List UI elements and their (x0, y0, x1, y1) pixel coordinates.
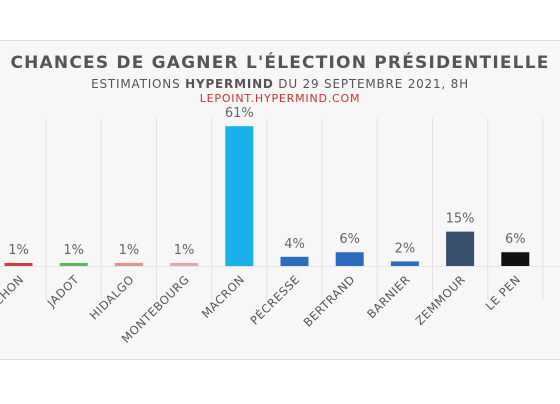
category-label-le-pen: LE PEN (483, 272, 524, 313)
category-label-macron: MACRON (199, 272, 248, 321)
bar-pecresse (280, 256, 309, 266)
category-label-barnier: BARNIER (364, 272, 413, 321)
category-label-hidalgo: HIDALGO (87, 272, 137, 322)
category-label-zemmour: ZEMMOUR (413, 272, 469, 328)
source-link[interactable]: LEPOINT.HYPERMIND.COM (199, 92, 361, 105)
value-label-zemmour: 15% (446, 212, 475, 227)
value-label-macron: 61% (225, 106, 254, 121)
bar-hidalgo (114, 263, 143, 266)
value-label-montebourg: 1% (174, 243, 195, 258)
chart-panel (0, 40, 560, 360)
bar-barnier (390, 261, 419, 266)
value-label-barnier: 2% (395, 241, 416, 256)
bar-melenchon (4, 263, 33, 266)
subtitle-brand: HYPERMIND (185, 77, 274, 91)
value-label-pecresse: 4% (284, 237, 305, 252)
chart-title: CHANCES DE GAGNER L'ÉLECTION PRÉSIDENTIE… (10, 53, 550, 73)
category-label-bertrand: BERTRAND (301, 272, 358, 329)
value-label-melenchon: 1% (8, 243, 29, 258)
category-label-melenchon: MELENCHON (0, 272, 27, 338)
value-label-hidalgo: 1% (119, 243, 140, 258)
value-label-bertrand: 6% (339, 232, 360, 247)
bar-zemmour (446, 231, 475, 266)
bar-bertrand (335, 252, 364, 266)
bar-macron (225, 126, 254, 267)
value-label-jadot: 1% (63, 243, 84, 258)
subtitle-suffix: DU 29 SEPTEMBRE 2021, 8H (273, 77, 469, 91)
value-label-le-pen: 6% (505, 232, 526, 247)
category-label-pecresse: PÉCRESSE (247, 272, 303, 328)
bar-le-pen (501, 252, 530, 266)
category-label-jadot: JADOT (44, 272, 82, 310)
chart-subtitle: ESTIMATIONS HYPERMIND DU 29 SEPTEMBRE 20… (0, 77, 560, 91)
bar-jadot (59, 263, 88, 266)
bar-montebourg (170, 263, 199, 266)
subtitle-prefix: ESTIMATIONS (91, 77, 186, 91)
